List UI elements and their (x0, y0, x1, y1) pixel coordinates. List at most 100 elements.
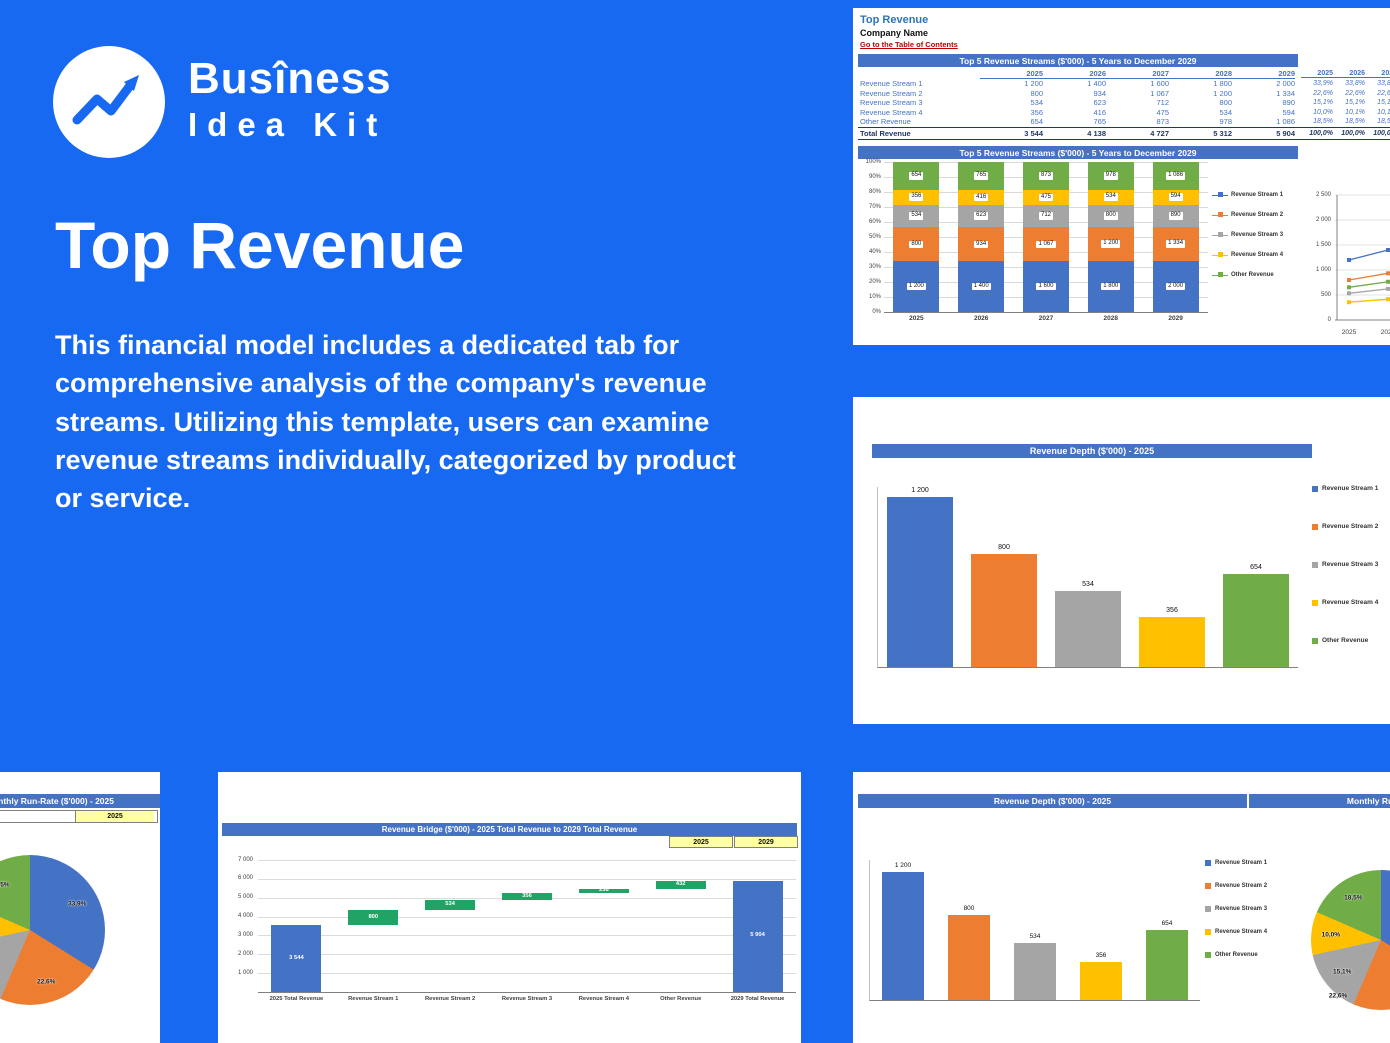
segment-value-label: 623 (974, 212, 989, 220)
value-cell: 623 (1093, 98, 1106, 108)
stacked-legend: Revenue Stream 1 Revenue Stream 2 Revenue … (1212, 192, 1283, 292)
bar-value-label: 800 (368, 913, 379, 920)
segment-value-label: 654 (909, 172, 924, 180)
stacked-segment: 890 (1152, 204, 1199, 228)
waterfall-bar: 5 904 (732, 880, 783, 992)
x-axis-label: Revenue Stream 1 (348, 996, 399, 1002)
bridge-waterfall-chart: 7 000 6 000 5 000 4 000 3 000 2 000 1 000 3 544… (224, 852, 799, 1022)
stacked-segment: 934 (958, 227, 1005, 262)
bar (1146, 930, 1188, 1000)
bar-value-label: 356 (522, 892, 532, 899)
y-axis-label: 1 000 (237, 969, 253, 976)
stacked-segment: 765 (958, 162, 1005, 190)
waterfall-bar: 534 (425, 900, 476, 911)
segment-value-label: 800 (1103, 212, 1118, 220)
bar-plot: 1 200 800 534 356 654 (877, 487, 1298, 668)
y-axis-label: 2 000 (237, 950, 253, 957)
legend-marker (1212, 232, 1228, 237)
segment-value-label: 475 (1038, 193, 1053, 201)
legend-item: Revenue Stream 2 (1312, 523, 1378, 530)
segment-value-label: 1 334 (1166, 240, 1186, 248)
value-cell: 4 727 (1150, 128, 1169, 138)
bar (1223, 574, 1289, 667)
value-cell: 4 138 (1087, 128, 1106, 138)
pct-cell: 22,6% (1313, 89, 1333, 97)
legend-marker (1212, 212, 1228, 217)
stacked-segment: 1 600 (1023, 261, 1069, 312)
x-axis-label: 2027 (1038, 315, 1054, 322)
stacked-plot: 1 200 800 534 356 654 1 400 934 623 416 765 1 600 1… (884, 162, 1208, 312)
value-label: 800 (998, 543, 1010, 551)
pct-cell: 33,8% (1345, 80, 1365, 88)
x-axis-label: Revenue Stream 4 (578, 996, 629, 1002)
page-title: Top Revenue (55, 208, 465, 282)
stacked-segment: 800 (893, 227, 940, 262)
segment-value-label: 534 (909, 212, 924, 220)
pct-cell: 15,1% (1313, 99, 1333, 107)
legend-swatch (1312, 485, 1318, 492)
year-selector-strip: 2025 (0, 810, 158, 823)
revenue-table: 202520262027202820292025202620272028 Reve… (858, 69, 1390, 140)
y-axis-label: 500 (1320, 291, 1331, 298)
value-cell: 1 067 (1150, 88, 1169, 98)
x-axis-label: 2028 (1103, 315, 1119, 322)
stacked-segment: 356 (893, 189, 940, 205)
stacked-bar-chart: 100% 90% 80% 70% 60% 50% 40% 30% 20% 10% 0% 1 200 80… (865, 158, 1284, 323)
brand-line2: Idea Kit (188, 106, 388, 144)
row-label: Revenue Stream 4 (860, 107, 923, 117)
bridge-year-cell-end[interactable]: 2029 (734, 836, 798, 848)
legend-item: Revenue Stream 1 (1205, 860, 1267, 866)
pie-label: 18,5% (0, 881, 10, 889)
bottom-depth-legend: Revenue Stream 1 Revenue Stream 2 Revenue … (1205, 860, 1267, 975)
bar (882, 872, 924, 1000)
value-cell: 873 (1156, 117, 1169, 127)
table-row: Revenue Stream 3 534 623 712 800 890 15,1% 15,1… (858, 98, 1390, 108)
x-axis-label: 2025 Total Revenue (269, 996, 324, 1002)
legend-item: Revenue Stream 1 (1312, 485, 1378, 492)
bar-value-label: 534 (445, 901, 455, 908)
legend-swatch (1205, 883, 1211, 889)
y-axis-label: 2 000 (1315, 216, 1331, 223)
legend-item: Revenue Stream 4 (1212, 252, 1283, 258)
table-row: Other Revenue 654 765 873 978 1 086 18,5% 18,5%… (858, 117, 1390, 127)
stacked-segment: 1 067 (1023, 227, 1069, 262)
run-rate-pie-chart: 33,9%22,6%15,1%10,0%18,5% (0, 772, 160, 1043)
legend-item: Revenue Stream 3 (1312, 561, 1378, 568)
stacked-segment: 1 200 (1087, 227, 1134, 262)
pie-label: 18,5% (1344, 894, 1363, 902)
segment-value-label: 1 200 (906, 282, 926, 291)
waterfall-bar: 356 (502, 893, 552, 900)
table-header-row: 202520262027202820292025202620272028 (858, 69, 1390, 79)
row-label: Total Revenue (860, 128, 911, 138)
bridge-year-cell-start[interactable]: 2025 (669, 836, 733, 848)
y-axis-label: 2 500 (1315, 191, 1331, 198)
pie-label: 15,1% (1332, 968, 1352, 976)
depth-chart-header: Revenue Depth ($'000) - 2025 (872, 444, 1312, 458)
bottom-run-rate-pie-chart: 33,9%22,6%15,1%10,0%18,5% (853, 772, 1390, 1043)
value-cell: 978 (1219, 117, 1232, 127)
stacked-segment: 594 (1152, 189, 1199, 205)
value-cell: 3 544 (1024, 128, 1043, 138)
value-cell: 800 (1219, 98, 1232, 108)
table-row: Revenue Stream 2 800 934 1 067 1 200 1 334 22,… (858, 89, 1390, 99)
table-of-contents-link[interactable]: Go to the Table of Contents (860, 40, 958, 49)
x-axis-label: 2026 (973, 315, 989, 322)
x-axis-label: Revenue Stream 3 (501, 996, 553, 1002)
stacked-segment: 712 (1023, 204, 1069, 228)
pct-cell: 15,1% (1345, 99, 1365, 107)
value-label: 534 (1082, 581, 1094, 589)
year-header: 2025 (980, 69, 1043, 79)
segment-value-label: 873 (1038, 172, 1053, 180)
run-rate-panel: Monthly Run-Rate ($'000) - 2025 2025 33,… (0, 772, 160, 1043)
pct-cell: 100,0% (1309, 129, 1333, 137)
value-cell: 1 086 (1276, 117, 1295, 127)
y-axis-label: 3 000 (237, 931, 253, 938)
year-cell-2025[interactable]: 2025 (75, 811, 154, 822)
brand-name: Busîness Idea Kit (188, 55, 392, 144)
pct-year-header: 2027 (1365, 70, 1390, 78)
segment-value-label: 1 067 (1036, 240, 1056, 249)
x-axis-label: 2029 Total Revenue (730, 996, 785, 1002)
bar-value-label: 432 (675, 880, 686, 887)
page-description: This financial model includes a dedicate… (55, 330, 736, 514)
